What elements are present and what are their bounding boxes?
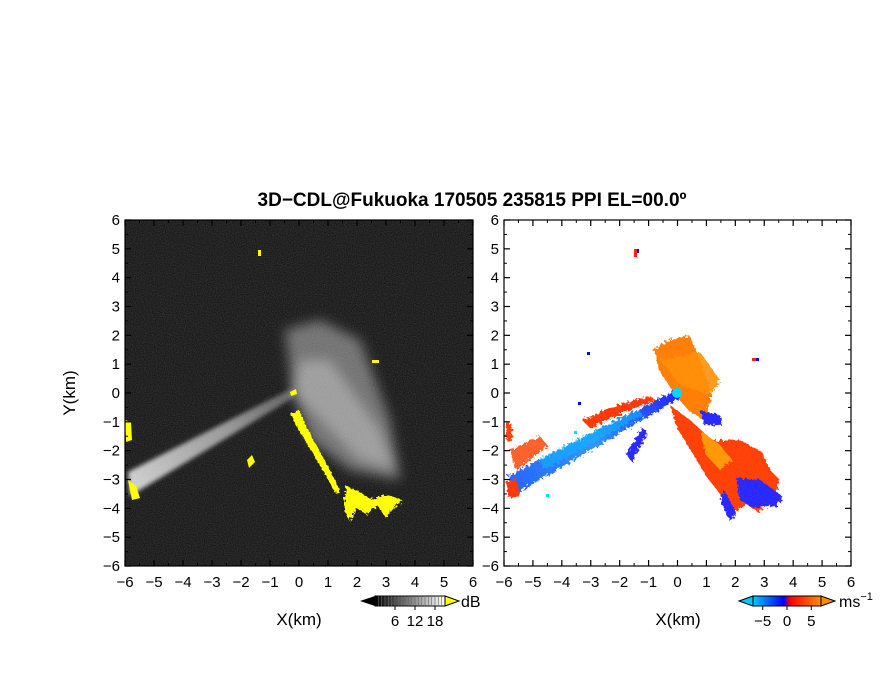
x-tick-label: −5 <box>524 574 541 591</box>
y-tick-label: −4 <box>103 500 120 517</box>
y-tick-label: 5 <box>491 241 499 258</box>
y-tick-label: −3 <box>103 472 120 489</box>
velocity-image <box>504 220 851 566</box>
velocity-unit: ms−1 <box>839 591 873 611</box>
y-tick-label: 2 <box>112 327 120 344</box>
y-tick-label: −1 <box>103 414 120 431</box>
x-tick-label: −2 <box>611 574 628 591</box>
y-tick-label: 3 <box>112 299 120 316</box>
colorbar-tick-label: 0 <box>783 613 791 630</box>
x-tick-label: 5 <box>440 574 448 591</box>
x-tick-label: 4 <box>789 574 797 591</box>
x-tick-label: 0 <box>673 574 681 591</box>
colorbar-tick-label: 12 <box>407 613 424 630</box>
velocity-colorbar: −5 0 5 ms−1 <box>737 591 873 630</box>
x-tick-label: −3 <box>203 574 220 591</box>
x-tick-label: 6 <box>847 574 855 591</box>
x-tick-label: −6 <box>116 574 133 591</box>
velocity-panel: −6 −5 −4 −3 −2 −1 0 1 2 3 4 5 6 6 5 4 3 2 1 0 −1 −2 −3 −4 −5 −6 X… <box>482 212 873 630</box>
y-tick-label: 3 <box>491 299 499 316</box>
x-axis-label-right: X(km) <box>655 610 700 629</box>
x-tick-label: 4 <box>411 574 419 591</box>
x-tick-label: −5 <box>145 574 162 591</box>
velocity-axes: −6 −5 −4 −3 −2 −1 0 1 2 3 4 5 6 6 5 4 3 2 1 0 −1 −2 −3 −4 −5 −6 <box>482 212 855 591</box>
colorbar-tick-label: 5 <box>807 613 815 630</box>
y-tick-label: 6 <box>491 212 499 229</box>
x-tick-label: 5 <box>818 574 826 591</box>
x-tick-label: 2 <box>731 574 739 591</box>
y-tick-label: 0 <box>491 385 499 402</box>
x-tick-label: −1 <box>261 574 278 591</box>
y-tick-label: 4 <box>112 270 120 287</box>
x-tick-label: −1 <box>640 574 657 591</box>
y-tick-label: 2 <box>491 327 499 344</box>
x-axis-label: X(km) <box>276 610 321 629</box>
x-tick-label: 2 <box>353 574 361 591</box>
y-tick-label: 0 <box>112 385 120 402</box>
x-tick-label: 3 <box>760 574 768 591</box>
reflectivity-unit: dB <box>461 594 481 611</box>
x-tick-label: 1 <box>702 574 710 591</box>
y-tick-label: 6 <box>112 212 120 229</box>
y-tick-label: −1 <box>482 414 499 431</box>
x-tick-label: −3 <box>582 574 599 591</box>
radar-site-marker <box>672 388 682 398</box>
y-tick-label: 1 <box>491 356 499 373</box>
y-tick-label: 5 <box>112 241 120 258</box>
x-tick-label: 6 <box>469 574 477 591</box>
saturated-echo <box>125 250 402 522</box>
y-tick-label: 1 <box>112 356 120 373</box>
x-tick-label: 0 <box>295 574 303 591</box>
colorbar-tick-label: 18 <box>427 613 444 630</box>
y-tick-label: −4 <box>482 500 499 517</box>
colorbar-tick-label: −5 <box>754 613 771 630</box>
x-tick-label: −6 <box>495 574 512 591</box>
x-tick-label: 3 <box>382 574 390 591</box>
y-tick-label: −2 <box>482 443 499 460</box>
y-tick-label: −6 <box>103 558 120 575</box>
velocity-scatter <box>546 249 759 497</box>
y-tick-label: −6 <box>482 558 499 575</box>
x-tick-label: −2 <box>232 574 249 591</box>
y-tick-label: −5 <box>482 529 499 546</box>
colorbar-tick-label: 6 <box>391 613 399 630</box>
reflectivity-axes: −6 −5 −4 −3 −2 −1 0 1 2 3 4 5 6 6 5 4 3 2 1 0 −1 −2 −3 −4 −5 −6 <box>103 212 477 591</box>
y-tick-label: −5 <box>103 529 120 546</box>
y-tick-label: −2 <box>103 443 120 460</box>
reflectivity-colorbar: 6 12 18 dB <box>360 594 481 630</box>
x-tick-label: 1 <box>324 574 332 591</box>
y-axis-label: Y(km) <box>60 370 79 415</box>
y-tick-label: 4 <box>491 270 499 287</box>
x-tick-label: −4 <box>553 574 570 591</box>
reflectivity-image <box>125 220 473 566</box>
chart-title: 3D−CDL@Fukuoka 170505 235815 PPI EL=00.0… <box>258 190 687 211</box>
y-tick-label: −3 <box>482 472 499 489</box>
x-tick-label: −4 <box>174 574 191 591</box>
